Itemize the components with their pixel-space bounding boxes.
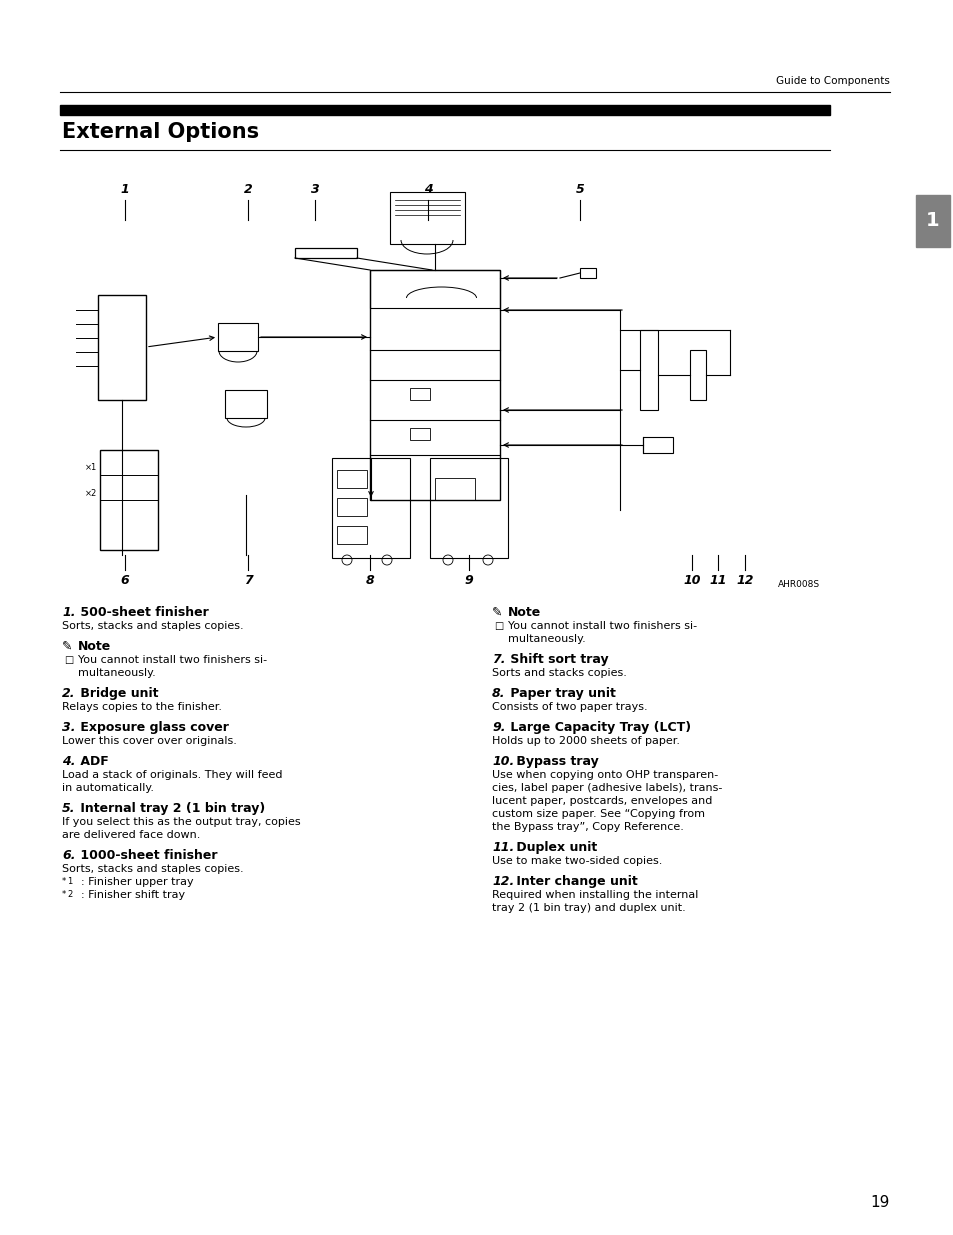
Bar — [100, 450, 158, 550]
Text: Large Capacity Tray (LCT): Large Capacity Tray (LCT) — [505, 721, 690, 734]
Text: lucent paper, postcards, envelopes and: lucent paper, postcards, envelopes and — [492, 797, 712, 806]
Text: AHR008S: AHR008S — [777, 580, 820, 589]
Text: Inter change unit: Inter change unit — [512, 876, 638, 888]
Text: 12: 12 — [736, 574, 753, 587]
Bar — [336, 498, 367, 516]
Text: Shift sort tray: Shift sort tray — [505, 653, 608, 666]
Bar — [336, 526, 367, 543]
Bar — [332, 458, 410, 558]
Bar — [410, 388, 430, 400]
Text: Bridge unit: Bridge unit — [76, 687, 158, 700]
Text: 1: 1 — [67, 877, 72, 885]
Bar — [639, 330, 658, 410]
Text: ✎: ✎ — [492, 606, 502, 619]
Text: 500-sheet finisher: 500-sheet finisher — [76, 606, 209, 619]
Bar — [370, 270, 499, 308]
Text: ADF: ADF — [76, 755, 109, 768]
Text: 3: 3 — [311, 183, 319, 196]
Text: custom size paper. See “Copying from: custom size paper. See “Copying from — [492, 809, 704, 819]
Text: : Finisher shift tray: : Finisher shift tray — [74, 890, 185, 900]
Text: the Bypass tray”, Copy Reference.: the Bypass tray”, Copy Reference. — [492, 823, 683, 832]
Text: 2: 2 — [67, 890, 72, 899]
Text: *: * — [62, 890, 66, 899]
Bar — [294, 248, 356, 258]
Text: Bypass tray: Bypass tray — [512, 755, 598, 768]
Text: Internal tray 2 (1 bin tray): Internal tray 2 (1 bin tray) — [76, 802, 265, 815]
Text: Guide to Components: Guide to Components — [776, 77, 889, 86]
Text: 1000-sheet finisher: 1000-sheet finisher — [76, 848, 217, 862]
Text: External Options: External Options — [62, 122, 259, 142]
Text: *: * — [62, 877, 66, 885]
Text: Load a stack of originals. They will feed: Load a stack of originals. They will fee… — [62, 769, 282, 781]
Bar — [390, 191, 464, 245]
Text: ×2: ×2 — [85, 489, 97, 498]
Text: 4.: 4. — [62, 755, 75, 768]
Text: 3.: 3. — [62, 721, 75, 734]
Bar — [225, 390, 267, 417]
Bar — [370, 270, 499, 500]
Text: 10: 10 — [682, 574, 700, 587]
Text: 1: 1 — [925, 211, 939, 231]
Text: You cannot install two finishers si-: You cannot install two finishers si- — [78, 655, 267, 664]
Text: Required when installing the internal: Required when installing the internal — [492, 890, 698, 900]
Text: Exposure glass cover: Exposure glass cover — [76, 721, 229, 734]
Bar — [60, 105, 829, 115]
Text: 6.: 6. — [62, 848, 75, 862]
Text: 4: 4 — [423, 183, 432, 196]
Text: 11: 11 — [708, 574, 726, 587]
Text: 8: 8 — [365, 574, 374, 587]
Text: Sorts, stacks and staples copies.: Sorts, stacks and staples copies. — [62, 864, 243, 874]
Text: Paper tray unit: Paper tray unit — [505, 687, 616, 700]
Text: Sorts, stacks and staples copies.: Sorts, stacks and staples copies. — [62, 621, 243, 631]
Text: You cannot install two finishers si-: You cannot install two finishers si- — [507, 621, 697, 631]
Text: Lower this cover over originals.: Lower this cover over originals. — [62, 736, 236, 746]
Text: Consists of two paper trays.: Consists of two paper trays. — [492, 701, 647, 713]
Text: 2: 2 — [243, 183, 253, 196]
Text: Use to make two-sided copies.: Use to make two-sided copies. — [492, 856, 661, 866]
Text: 19: 19 — [870, 1195, 889, 1210]
Bar — [336, 471, 367, 488]
Bar — [410, 429, 430, 440]
Text: ✎: ✎ — [62, 640, 72, 653]
Text: 1.: 1. — [62, 606, 75, 619]
Bar — [915, 195, 949, 247]
Text: 9: 9 — [464, 574, 473, 587]
Bar — [98, 295, 146, 400]
Text: 1: 1 — [120, 183, 130, 196]
Text: 11.: 11. — [492, 841, 514, 853]
Text: are delivered face down.: are delivered face down. — [62, 830, 200, 840]
Text: Sorts and stacks copies.: Sorts and stacks copies. — [492, 668, 626, 678]
Text: Duplex unit: Duplex unit — [512, 841, 598, 853]
Text: 7.: 7. — [492, 653, 505, 666]
Bar — [430, 458, 507, 558]
Text: Note: Note — [78, 640, 112, 653]
Bar — [435, 478, 475, 500]
Bar — [689, 350, 705, 400]
Text: 5: 5 — [575, 183, 584, 196]
Text: 5.: 5. — [62, 802, 75, 815]
Text: 7: 7 — [243, 574, 253, 587]
Text: Use when copying onto OHP transparen-: Use when copying onto OHP transparen- — [492, 769, 718, 781]
Text: Holds up to 2000 sheets of paper.: Holds up to 2000 sheets of paper. — [492, 736, 679, 746]
Text: 10.: 10. — [492, 755, 514, 768]
Text: Relays copies to the finisher.: Relays copies to the finisher. — [62, 701, 222, 713]
Text: 2.: 2. — [62, 687, 75, 700]
Bar — [218, 324, 257, 351]
Text: 9.: 9. — [492, 721, 505, 734]
Text: cies, label paper (adhesive labels), trans-: cies, label paper (adhesive labels), tra… — [492, 783, 721, 793]
Text: Note: Note — [507, 606, 540, 619]
Text: If you select this as the output tray, copies: If you select this as the output tray, c… — [62, 818, 300, 827]
Text: 12.: 12. — [492, 876, 514, 888]
Text: tray 2 (1 bin tray) and duplex unit.: tray 2 (1 bin tray) and duplex unit. — [492, 903, 685, 913]
Text: ×1: ×1 — [85, 463, 97, 473]
Text: : Finisher upper tray: : Finisher upper tray — [74, 877, 193, 887]
Text: 8.: 8. — [492, 687, 505, 700]
Text: multaneously.: multaneously. — [507, 634, 585, 643]
Text: multaneously.: multaneously. — [78, 668, 155, 678]
Text: □: □ — [64, 655, 73, 664]
Text: □: □ — [494, 621, 503, 631]
Text: 6: 6 — [120, 574, 130, 587]
Bar — [579, 268, 596, 278]
Text: in automatically.: in automatically. — [62, 783, 153, 793]
